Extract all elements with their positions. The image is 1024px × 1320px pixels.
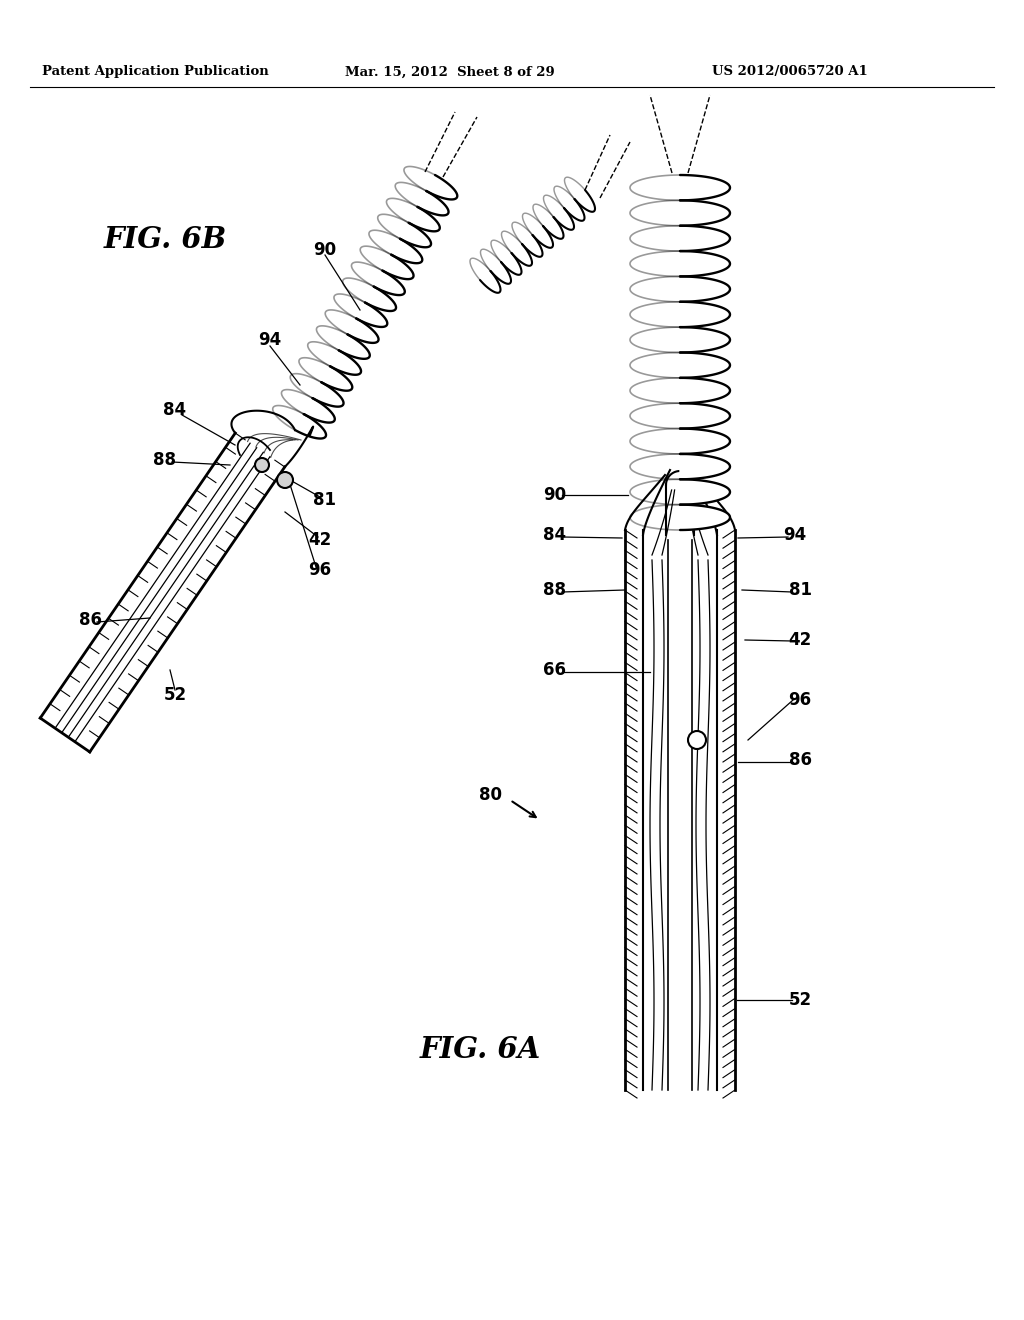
Text: 42: 42 xyxy=(308,531,332,549)
Circle shape xyxy=(278,473,293,488)
Polygon shape xyxy=(680,479,730,504)
Polygon shape xyxy=(680,327,730,352)
Polygon shape xyxy=(680,201,730,226)
Text: FIG. 6B: FIG. 6B xyxy=(103,226,226,255)
Polygon shape xyxy=(680,276,730,302)
Polygon shape xyxy=(680,454,730,479)
Polygon shape xyxy=(409,207,439,231)
Polygon shape xyxy=(339,334,370,359)
Text: 80: 80 xyxy=(478,785,502,804)
Polygon shape xyxy=(680,226,730,251)
Text: 86: 86 xyxy=(788,751,811,770)
Polygon shape xyxy=(365,286,396,312)
Polygon shape xyxy=(400,223,431,247)
Polygon shape xyxy=(564,199,585,220)
Polygon shape xyxy=(490,261,511,284)
Polygon shape xyxy=(680,251,730,276)
Text: 88: 88 xyxy=(154,451,176,469)
Polygon shape xyxy=(680,176,730,201)
Circle shape xyxy=(688,731,706,748)
Polygon shape xyxy=(543,216,563,239)
Polygon shape xyxy=(522,235,543,257)
Text: Mar. 15, 2012  Sheet 8 of 29: Mar. 15, 2012 Sheet 8 of 29 xyxy=(345,66,555,78)
Polygon shape xyxy=(426,176,458,199)
Polygon shape xyxy=(330,350,361,375)
Polygon shape xyxy=(383,255,414,279)
Text: 86: 86 xyxy=(79,611,101,630)
Polygon shape xyxy=(295,414,326,438)
Text: US 2012/0065720 A1: US 2012/0065720 A1 xyxy=(712,66,868,78)
Text: Patent Application Publication: Patent Application Publication xyxy=(42,66,268,78)
Polygon shape xyxy=(391,239,422,263)
Text: 84: 84 xyxy=(164,401,186,418)
Text: 94: 94 xyxy=(783,525,807,544)
Polygon shape xyxy=(374,271,404,296)
Text: 42: 42 xyxy=(788,631,812,649)
Polygon shape xyxy=(554,209,574,230)
Polygon shape xyxy=(418,191,449,215)
Polygon shape xyxy=(680,429,730,454)
Polygon shape xyxy=(501,253,521,275)
Polygon shape xyxy=(680,403,730,429)
Text: 81: 81 xyxy=(313,491,337,510)
Polygon shape xyxy=(304,399,335,422)
Text: 88: 88 xyxy=(544,581,566,599)
Polygon shape xyxy=(512,244,532,265)
Text: 52: 52 xyxy=(164,686,186,704)
Polygon shape xyxy=(680,378,730,403)
Polygon shape xyxy=(356,302,387,327)
Polygon shape xyxy=(574,190,595,211)
Polygon shape xyxy=(532,226,553,248)
Polygon shape xyxy=(312,383,343,407)
Text: 52: 52 xyxy=(788,991,812,1008)
Polygon shape xyxy=(347,318,379,343)
Polygon shape xyxy=(480,271,501,293)
Circle shape xyxy=(255,458,269,473)
Text: 90: 90 xyxy=(313,242,337,259)
Text: 90: 90 xyxy=(544,486,566,504)
Polygon shape xyxy=(680,302,730,327)
Polygon shape xyxy=(680,352,730,378)
Text: 96: 96 xyxy=(308,561,332,579)
Text: 94: 94 xyxy=(258,331,282,348)
Text: 84: 84 xyxy=(544,525,566,544)
Polygon shape xyxy=(322,366,352,391)
Text: 81: 81 xyxy=(788,581,811,599)
Text: FIG. 6A: FIG. 6A xyxy=(420,1035,541,1064)
Text: 96: 96 xyxy=(788,690,812,709)
Text: 66: 66 xyxy=(544,661,566,678)
Polygon shape xyxy=(680,504,730,531)
